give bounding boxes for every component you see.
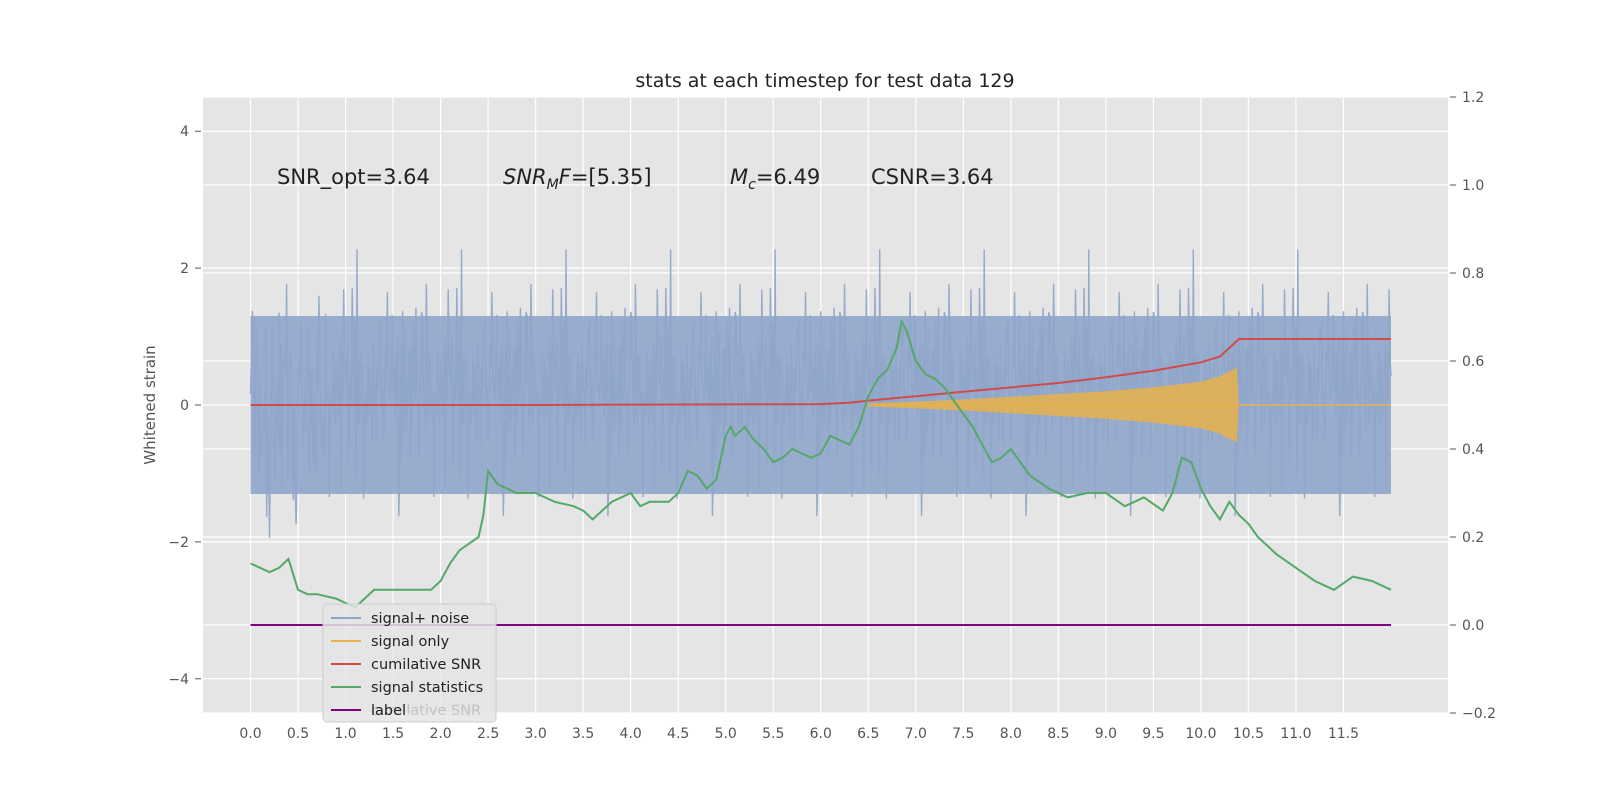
x-tick-label: 5.5	[762, 726, 784, 742]
signal-only-series	[868, 367, 1391, 443]
signal-statistics-line	[250, 318, 1392, 609]
x-tick-label: 0.5	[287, 726, 309, 742]
legend-signal-statistics-text: signal statistics	[371, 680, 483, 696]
legend: signal+ noise signal only cumilative SNR si…	[322, 603, 497, 723]
legend-signal-noise-text: signal+ noise	[371, 611, 469, 627]
x-tick-label: 3.0	[525, 726, 547, 742]
x-tick-label: 11.0	[1280, 726, 1311, 742]
y-right-tick-label: 0.6	[1462, 354, 1484, 370]
x-tick-label: 6.5	[857, 726, 879, 742]
x-tick-label: 3.5	[572, 726, 594, 742]
y-right-tick-label: 0.0	[1462, 618, 1484, 634]
x-tick-label: 9.5	[1142, 726, 1164, 742]
y-right-tick-label: −0.2	[1462, 706, 1496, 722]
y-right-tick-label: 0.8	[1462, 266, 1484, 282]
x-tick-label: 7.5	[952, 726, 974, 742]
x-tick-label: 8.5	[1047, 726, 1069, 742]
y-tick-label: 2	[180, 261, 189, 277]
annotation-snr-opt: SNR_opt=3.64	[277, 165, 430, 190]
y-tick-label: 4	[180, 124, 189, 140]
legend-cumulative-snr-text: cumilative SNR	[371, 657, 481, 673]
y-tick-label: 0	[180, 398, 189, 414]
x-tick-label: 7.0	[905, 726, 927, 742]
x-tick-label: 6.0	[810, 726, 832, 742]
annotation-csnr: CSNR=3.64	[871, 165, 994, 189]
y-right-tick-label: 1.2	[1462, 90, 1484, 106]
y-right-tick-label: 1.0	[1462, 178, 1484, 194]
x-tick-label: 2.5	[477, 726, 499, 742]
x-tick-label: 11.5	[1328, 726, 1359, 742]
x-tick-label: 1.5	[382, 726, 404, 742]
annotation-mc: Mc=6.49	[730, 165, 820, 193]
x-tick-label: 10.0	[1185, 726, 1216, 742]
x-tick-label: 1.0	[334, 726, 356, 742]
y-axis-label: Whitened strain	[141, 345, 159, 464]
y-tick-label: −2	[168, 535, 189, 551]
tick-labels: 0.0 0.5 1.0 1.5 2.0 2.5 3.0 3.5 4.0 4.5 5.0 5.5 6.0 6…	[168, 90, 1496, 742]
x-tick-label: 4.5	[667, 726, 689, 742]
x-tick-label: 0.0	[239, 726, 261, 742]
x-tick-label: 9.0	[1095, 726, 1117, 742]
legend-ghost-text: cumilative SNR	[371, 703, 481, 719]
x-tick-label: 4.0	[620, 726, 642, 742]
legend-signal-only-text: signal only	[371, 634, 450, 650]
legend-label-text: label	[371, 703, 406, 719]
x-tick-label: 5.0	[715, 726, 737, 742]
x-tick-label: 10.5	[1233, 726, 1264, 742]
y-right-tick-label: 0.4	[1462, 442, 1484, 458]
cumulative-snr-line	[250, 338, 1391, 406]
annotations: SNR_opt=3.64 SNRMF=[5.35] Mc=6.49 CSNR=3.64	[277, 165, 994, 193]
y-tick-label: −4	[168, 672, 189, 688]
annotation-snr-mf: SNRMF=[5.35]	[503, 165, 652, 193]
legend-box	[322, 603, 497, 723]
chart-title: stats at each timestep for test data 129	[635, 70, 1014, 92]
x-tick-label: 2.0	[429, 726, 451, 742]
y-right-tick-label: 0.2	[1462, 530, 1484, 546]
x-tick-label: 8.0	[1000, 726, 1022, 742]
